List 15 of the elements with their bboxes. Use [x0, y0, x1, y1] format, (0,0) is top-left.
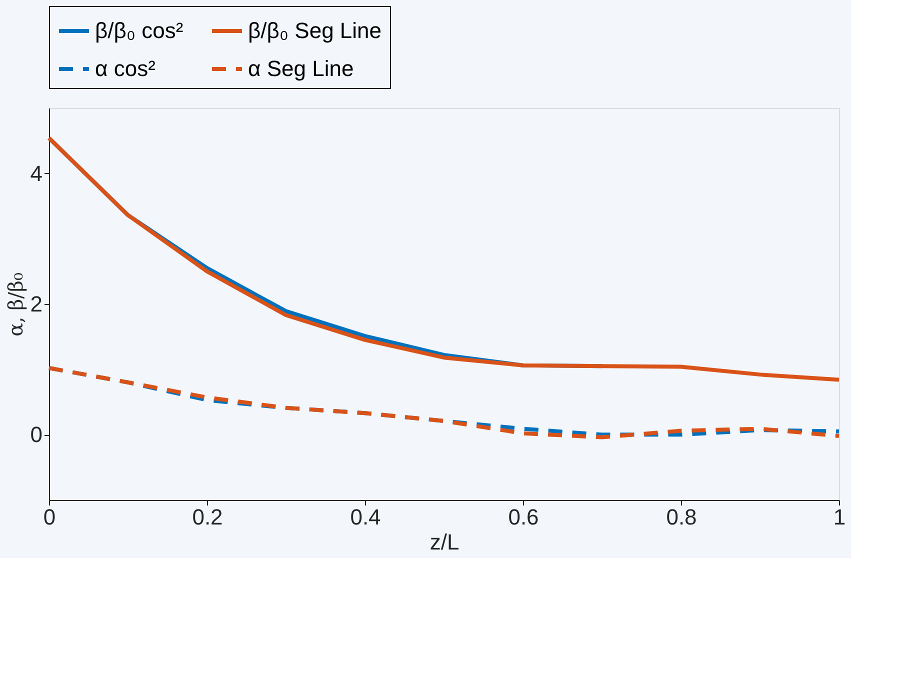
y-axis-title: α, β/β₀	[3, 272, 28, 337]
x-axis-title: z/L	[430, 530, 460, 554]
legend-label: α Seg Line	[248, 56, 354, 81]
line-series	[47, 136, 841, 382]
legend-label: β/β₀ cos²	[95, 18, 184, 43]
x-tick-label: 0.6	[508, 504, 539, 530]
y-tick-label: 4	[30, 160, 42, 186]
x-tick-label: 0.8	[666, 504, 697, 530]
y-tick-label: 2	[30, 292, 42, 316]
y-tick-label: 0	[30, 422, 42, 448]
legend-label: α cos²	[95, 56, 156, 81]
legend-label: β/β₀ Seg Line	[248, 18, 382, 43]
x-tick-label: 0.4	[350, 504, 381, 530]
x-tick-label: 1	[833, 504, 846, 530]
x-tick-label: 0.2	[192, 504, 223, 530]
